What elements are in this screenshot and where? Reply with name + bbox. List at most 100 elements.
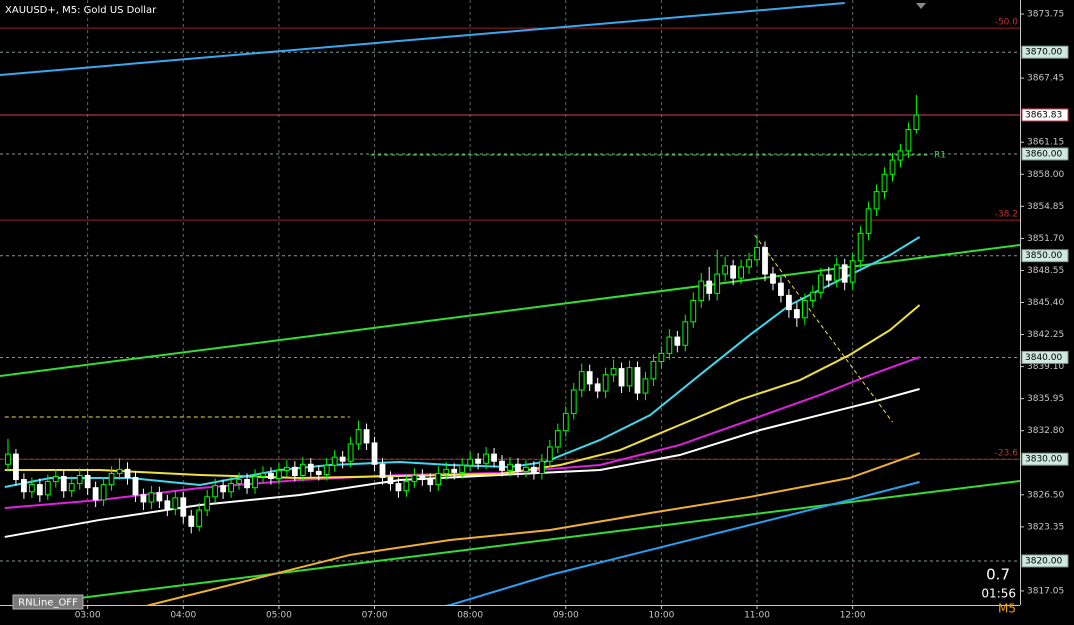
candle-body (586, 371, 593, 385)
candle-body (315, 470, 322, 475)
indicator-line (146, 452, 920, 605)
candle-body (291, 466, 298, 476)
candle-body (395, 483, 402, 492)
candle-body (475, 458, 482, 464)
candle-body (786, 294, 792, 311)
rnline-button[interactable]: RNLine_OFF (12, 594, 84, 610)
candle-body (610, 368, 617, 376)
candle-body (355, 429, 362, 445)
candle-body (746, 259, 752, 268)
candle-body (905, 129, 912, 152)
candle-body (188, 515, 195, 527)
candle-body (283, 466, 290, 471)
candle-body (435, 472, 442, 486)
candle-body (100, 484, 107, 501)
candle-body (762, 247, 768, 275)
candle-body (76, 474, 83, 485)
candle-body (714, 273, 721, 294)
button-frame[interactable] (12, 594, 84, 610)
candle-body (531, 466, 537, 474)
candle-body (722, 265, 729, 275)
candle-body (220, 485, 227, 493)
candle-body (5, 453, 11, 465)
candle-body (172, 497, 179, 510)
candle-body (793, 309, 800, 319)
candle-body (881, 173, 888, 193)
candle-body (443, 468, 450, 474)
y-tick-label: 3867.45 (1027, 74, 1064, 84)
fib-label: -23.6 (995, 449, 1019, 459)
candle-body (260, 472, 266, 477)
candle-body (204, 496, 211, 511)
candle-body (483, 453, 489, 464)
candle-body (491, 453, 497, 462)
y-tick-label: 3823.35 (1027, 522, 1064, 532)
candle-body (108, 472, 115, 486)
candle-body (331, 456, 338, 466)
candle-body (92, 487, 99, 501)
indicator-line (445, 481, 920, 605)
candle-body (236, 479, 242, 485)
candle-body (387, 477, 394, 485)
x-tick-label: 05:00 (266, 611, 292, 621)
candle-body (690, 299, 697, 323)
level-label: 3870.00 (1025, 48, 1062, 58)
button-label[interactable]: RNLine_OFF (18, 598, 78, 609)
x-tick-label: 12:00 (840, 611, 866, 621)
candle-body (347, 443, 354, 462)
y-tick-label: 3826.50 (1027, 490, 1064, 500)
candle-body (228, 483, 234, 493)
candle-body (554, 430, 561, 448)
candle-body (642, 378, 649, 394)
y-tick-label: 3839.10 (1027, 362, 1064, 372)
x-tick-label: 11:00 (744, 611, 770, 621)
spread: 0.7 (986, 566, 1010, 584)
candle-body (60, 475, 67, 492)
candle-body (658, 352, 665, 363)
candle-body (809, 291, 816, 301)
candle-body (323, 464, 330, 475)
indicator-line (4, 236, 921, 488)
level-box (1021, 554, 1069, 568)
candle-body (817, 274, 824, 293)
candle-body (825, 274, 832, 281)
candle-body (841, 264, 848, 283)
timeframe: M5 (998, 602, 1016, 616)
candle-body (578, 371, 585, 391)
level-box (1021, 45, 1069, 59)
candle-body (371, 442, 378, 465)
candle-body (459, 464, 466, 473)
candle-body (913, 114, 920, 131)
candle-body (124, 468, 131, 479)
candle-body (666, 336, 673, 354)
y-tick-label: 3842.25 (1027, 330, 1064, 340)
candle-body (451, 468, 458, 473)
candle-body (403, 481, 410, 492)
chart-title: XAUUSD+, M5: Gold US Dollar (5, 5, 157, 16)
candle-body (634, 367, 641, 394)
fib-label: -38.2 (995, 210, 1018, 220)
candle-body (538, 460, 545, 474)
level-label: 3860.00 (1025, 149, 1062, 159)
candle-body (754, 247, 760, 261)
indicator-line (4, 356, 920, 510)
level-label: 3840.00 (1025, 353, 1062, 363)
indicator-line (754, 234, 893, 423)
candle-body (84, 474, 91, 489)
level-box (1021, 452, 1069, 466)
candle-body (427, 479, 434, 486)
candles (5, 94, 920, 534)
candle-body (13, 453, 19, 481)
x-tick-label: 09:00 (553, 611, 579, 621)
price-label: 3863.83 (1025, 110, 1062, 120)
candle-body (467, 458, 474, 466)
candle-body (730, 265, 737, 279)
candle-body (546, 446, 553, 462)
candle-body (379, 463, 386, 479)
level-box (1021, 249, 1069, 263)
x-tick-label: 08:00 (457, 611, 483, 621)
candle-body (515, 463, 521, 472)
candle-body (889, 159, 896, 175)
